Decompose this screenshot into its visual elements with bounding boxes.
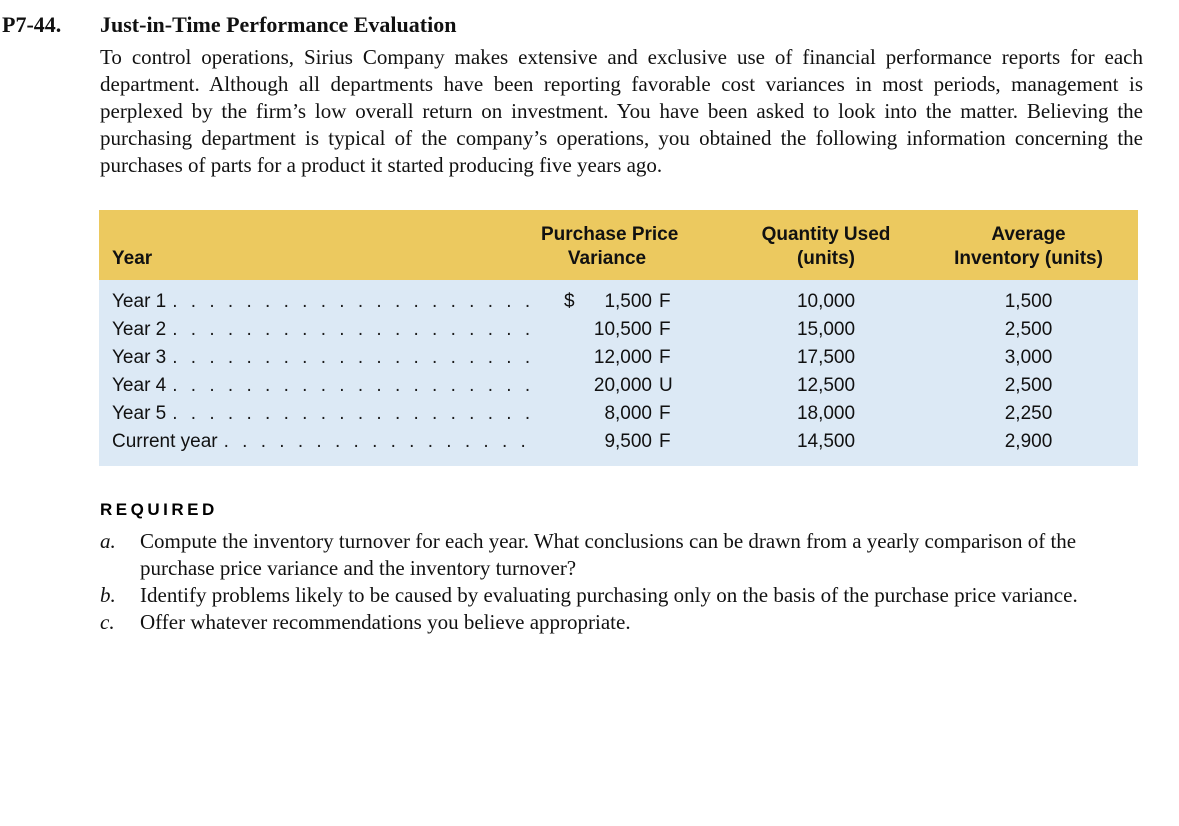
- currency-symbol: [564, 372, 584, 400]
- required-item-a: a. Compute the inventory turnover for ea…: [100, 528, 1145, 582]
- cell-quantity: 14,500: [796, 431, 856, 452]
- data-table: Year Purchase Price Variance Quantity Us…: [99, 210, 1138, 466]
- cell-inventory: 2,500: [1004, 375, 1053, 396]
- column-header-quantity-line2: (units): [796, 248, 856, 269]
- column-header-inventory: Average Inventory (units): [951, 223, 1106, 271]
- table-row: Current year 9,500 F 14,500 2,900: [99, 428, 1138, 456]
- cell-inventory: 2,250: [1004, 403, 1053, 424]
- dot-leader: [172, 400, 533, 428]
- variance-amount: 12,000: [593, 347, 652, 368]
- variance-amount: 1,500: [604, 291, 652, 312]
- row-label: Year 2: [112, 319, 167, 340]
- variance-flag: F: [659, 403, 671, 424]
- cell-inventory: 3,000: [1004, 347, 1053, 368]
- table-row: Year 1 $1,500 F 10,000 1,500: [99, 288, 1138, 316]
- cell-year: Year 5: [99, 400, 541, 428]
- variance-amount: 20,000: [593, 375, 652, 396]
- variance-amount: 8,000: [604, 403, 652, 424]
- variance-amount: 9,500: [604, 431, 652, 452]
- row-label: Year 3: [112, 347, 167, 368]
- currency-symbol: [564, 428, 584, 456]
- dot-leader: [172, 372, 533, 400]
- column-header-variance: Purchase Price Variance: [541, 223, 701, 271]
- problem-number: P7-44.: [2, 12, 62, 37]
- required-section: REQUIRED a. Compute the inventory turnov…: [100, 500, 1145, 636]
- required-item-c: c. Offer whatever recommendations you be…: [100, 609, 1145, 636]
- problem-title: Just-in-Time Performance Evaluation: [100, 12, 457, 37]
- cell-variance: 9,500 F: [541, 428, 701, 456]
- problem-heading: P7-44. Just-in-Time Performance Evaluati…: [0, 12, 1179, 38]
- cell-variance: 20,000 U: [541, 372, 701, 400]
- item-marker: a.: [100, 529, 116, 553]
- cell-inventory: 2,900: [1004, 431, 1053, 452]
- column-header-year: Year: [112, 248, 153, 269]
- currency-symbol: $: [564, 291, 575, 312]
- dot-leader: [172, 344, 533, 372]
- column-header-variance-line1: Purchase Price: [541, 224, 679, 245]
- variance-flag: F: [659, 347, 671, 368]
- currency-symbol: [564, 316, 584, 344]
- problem-intro-paragraph: To control operations, Sirius Company ma…: [100, 45, 1143, 177]
- cell-quantity: 12,500: [796, 375, 856, 396]
- table-header-row: Year Purchase Price Variance Quantity Us…: [99, 210, 1138, 280]
- column-header-quantity-line1: Quantity Used: [761, 224, 891, 245]
- column-header-quantity: Quantity Used (units): [701, 223, 951, 271]
- row-label: Year 4: [112, 375, 167, 396]
- cell-inventory: 1,500: [1004, 291, 1053, 312]
- cell-year: Year 1: [99, 288, 541, 316]
- required-item-b: b. Identify problems likely to be caused…: [100, 582, 1145, 609]
- table-body: Year 1 $1,500 F 10,000 1,500 Year 2 10,50…: [99, 280, 1138, 466]
- item-marker: b.: [100, 583, 116, 607]
- row-label: Year 5: [112, 403, 167, 424]
- variance-amount: 10,500: [593, 319, 652, 340]
- column-header-inventory-line2: Inventory (units): [954, 248, 1103, 269]
- item-text: Compute the inventory turnover for each …: [140, 529, 1077, 580]
- cell-inventory: 2,500: [1004, 319, 1053, 340]
- table-row: Year 3 12,000 F 17,500 3,000: [99, 344, 1138, 372]
- table-row: Year 2 10,500 F 15,000 2,500: [99, 316, 1138, 344]
- table-row: Year 4 20,000 U 12,500 2,500: [99, 372, 1138, 400]
- problem-content: To control operations, Sirius Company ma…: [99, 44, 1145, 636]
- cell-year: Current year: [99, 428, 541, 456]
- cell-variance: 10,500 F: [541, 316, 701, 344]
- cell-variance: 8,000 F: [541, 400, 701, 428]
- cell-quantity: 10,000: [796, 291, 856, 312]
- cell-year: Year 2: [99, 316, 541, 344]
- cell-variance: $1,500 F: [541, 288, 701, 316]
- cell-quantity: 18,000: [796, 403, 856, 424]
- row-label: Year 1: [112, 291, 167, 312]
- cell-variance: 12,000 F: [541, 344, 701, 372]
- variance-flag: F: [659, 319, 671, 340]
- item-text: Offer whatever recommendations you belie…: [140, 610, 631, 634]
- cell-quantity: 15,000: [796, 319, 856, 340]
- column-header-inventory-line1: Average: [991, 224, 1066, 245]
- cell-year: Year 4: [99, 372, 541, 400]
- dot-leader: [172, 316, 533, 344]
- required-heading: REQUIRED: [100, 500, 218, 519]
- currency-symbol: [564, 344, 584, 372]
- cell-quantity: 17,500: [796, 347, 856, 368]
- table-row: Year 5 8,000 F 18,000 2,250: [99, 400, 1138, 428]
- variance-flag: F: [659, 291, 671, 312]
- item-marker: c.: [100, 610, 115, 634]
- variance-flag: F: [659, 431, 671, 452]
- cell-year: Year 3: [99, 344, 541, 372]
- column-header-variance-line2: Variance: [567, 248, 647, 269]
- variance-flag: U: [659, 375, 673, 396]
- required-items: a. Compute the inventory turnover for ea…: [100, 528, 1145, 636]
- item-text: Identify problems likely to be caused by…: [140, 583, 1078, 607]
- dot-leader: [224, 428, 533, 456]
- row-label: Current year: [112, 431, 218, 452]
- dot-leader: [172, 288, 533, 316]
- currency-symbol: [564, 400, 584, 428]
